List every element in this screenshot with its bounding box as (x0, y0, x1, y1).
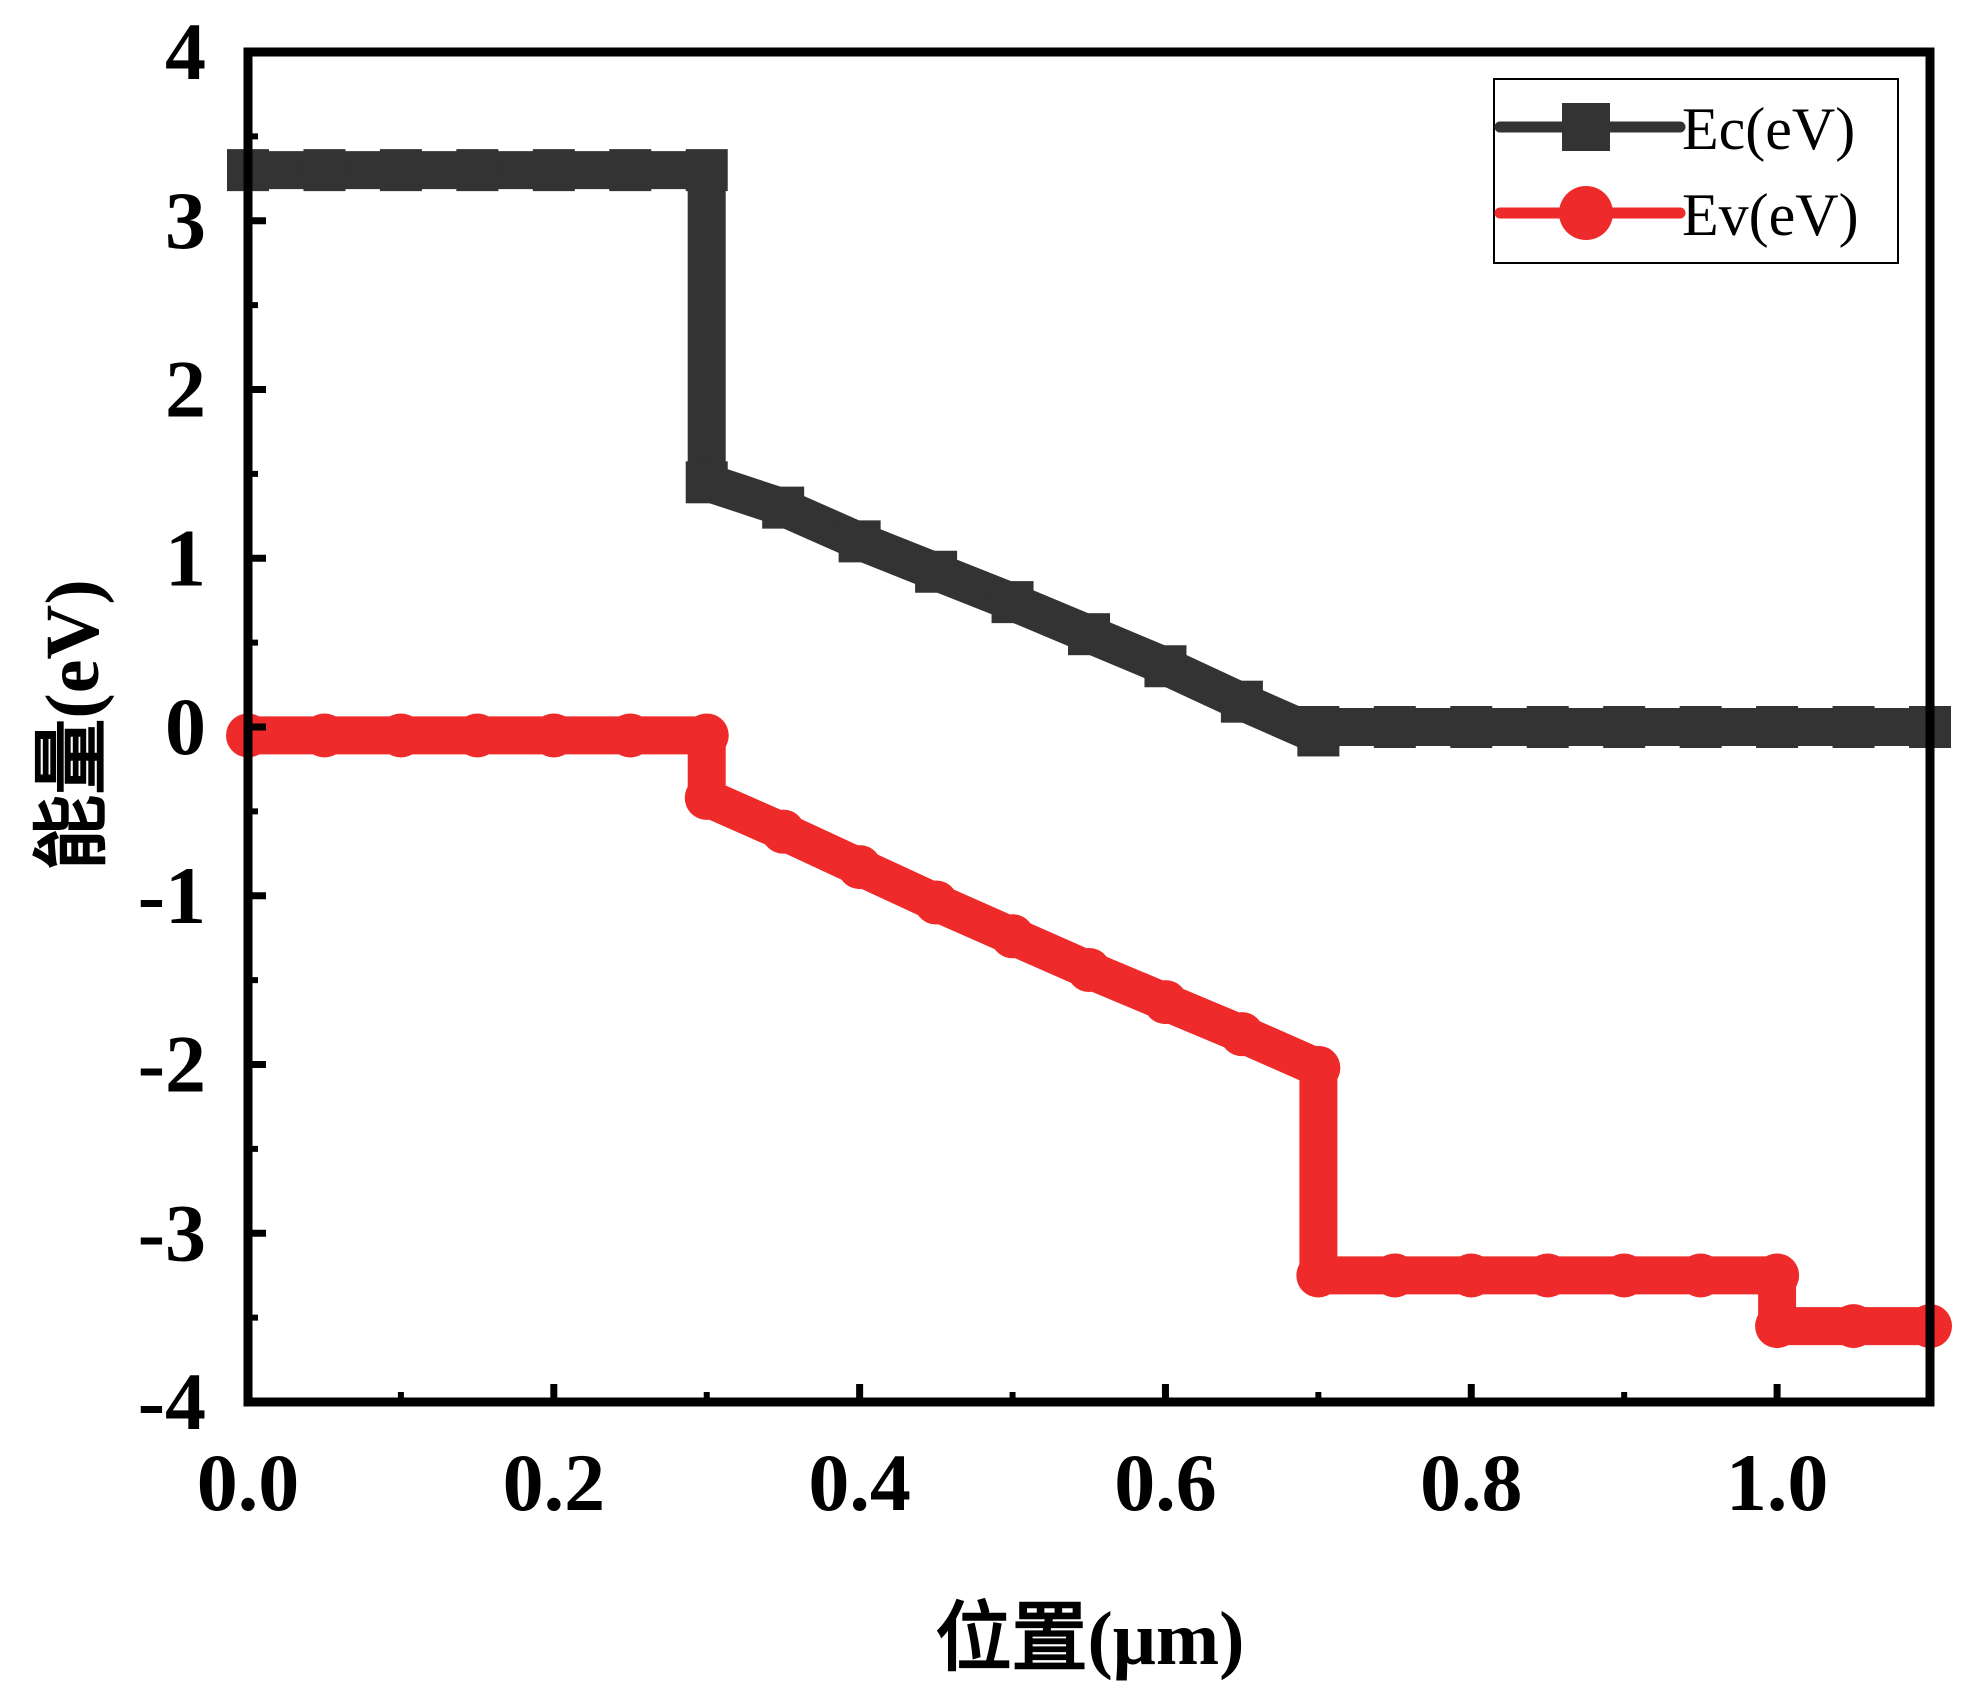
ev-data-point (1602, 1253, 1647, 1298)
ec-data-point (456, 149, 499, 192)
ev-data-point (1219, 1012, 1264, 1057)
ec-data-point (1756, 706, 1799, 748)
y-tick-label: -2 (138, 1019, 206, 1110)
x-axis-title: 位置(μm) (935, 1597, 1244, 1681)
legend-label: Ec(eV) (1682, 96, 1855, 162)
y-tick-label: 1 (165, 512, 206, 603)
y-tick-label: -3 (138, 1187, 206, 1278)
y-tick-label: 2 (165, 344, 206, 435)
ev-data-point (1296, 1045, 1341, 1090)
y-axis-title: 能量(eV) (31, 579, 115, 870)
ev-data-point (1755, 1253, 1800, 1298)
ec-data-point (762, 486, 805, 529)
ec-data-point (1832, 706, 1875, 748)
ticks-layer: 0.0 0.2 0.4 0.6 0.8 1.0 4 3 2 1 0 -1 -2 -3 -4 (138, 6, 1829, 1528)
legend-box (1493, 78, 1899, 264)
y-tick-label: 4 (165, 6, 206, 97)
ev-data-point (761, 809, 806, 854)
ec-data-point (1450, 706, 1493, 748)
ec-data-point (991, 581, 1034, 624)
ec-data-point (1220, 680, 1263, 723)
ev-data-point (684, 713, 729, 758)
ec-data-point (1526, 706, 1569, 748)
ev-data-point (1067, 948, 1111, 992)
ec-data-point (1679, 706, 1722, 748)
ev-data-point (837, 845, 882, 890)
ev-data-point (1525, 1253, 1570, 1298)
ec-data-point (915, 550, 958, 593)
ev-data-point (302, 713, 347, 758)
y-tick-label: 3 (165, 175, 206, 266)
y-tick-label: 0 (165, 681, 206, 772)
ec-data-point (532, 149, 575, 192)
series-layer (226, 149, 1952, 1349)
ev-data-point (1296, 1253, 1341, 1298)
ec-data-point (303, 149, 346, 192)
x-tick-label: 0.6 (1114, 1437, 1217, 1528)
ev-data-point (531, 713, 576, 758)
ev-data-point (684, 775, 729, 820)
ec-data-point (1373, 706, 1416, 748)
ec-data-point (1297, 706, 1340, 748)
legend-marker-square (1562, 103, 1610, 151)
legend-label: Ev(eV) (1682, 182, 1859, 248)
ev-data-point (1678, 1253, 1723, 1298)
x-tick-label: 0.8 (1420, 1437, 1523, 1528)
ec-data-point (379, 149, 422, 192)
legend-marker-circle (1559, 186, 1613, 240)
ec-data-point (685, 461, 728, 504)
ec-data-point (1144, 645, 1187, 688)
ev-data-point (378, 713, 423, 758)
ev-data-point (914, 880, 959, 925)
y-tick-label: -1 (138, 850, 206, 941)
ec-data-point (1068, 613, 1110, 656)
ev-data-point (1755, 1304, 1800, 1349)
x-tick-label: 1.0 (1726, 1437, 1829, 1528)
ec-data-point (685, 149, 728, 192)
x-tick-label: 0.2 (503, 1437, 606, 1528)
x-tick-label: 0.0 (197, 1437, 300, 1528)
ev-data-point (1831, 1304, 1876, 1349)
ev-data-point (455, 713, 500, 758)
legend: Ec(eV) Ev(eV) (1493, 78, 1899, 264)
ec-data-point (838, 520, 881, 563)
x-tick-label: 0.4 (808, 1437, 911, 1528)
ev-data-point (1143, 980, 1188, 1025)
ev-data-point (990, 914, 1035, 959)
y-tick-label: -4 (138, 1356, 206, 1447)
ev-data-point (1372, 1253, 1417, 1298)
ev-data-point (608, 713, 653, 758)
ec-data-point (1603, 706, 1646, 748)
ev-data-point (1449, 1253, 1494, 1298)
ec-data-point (609, 149, 652, 192)
